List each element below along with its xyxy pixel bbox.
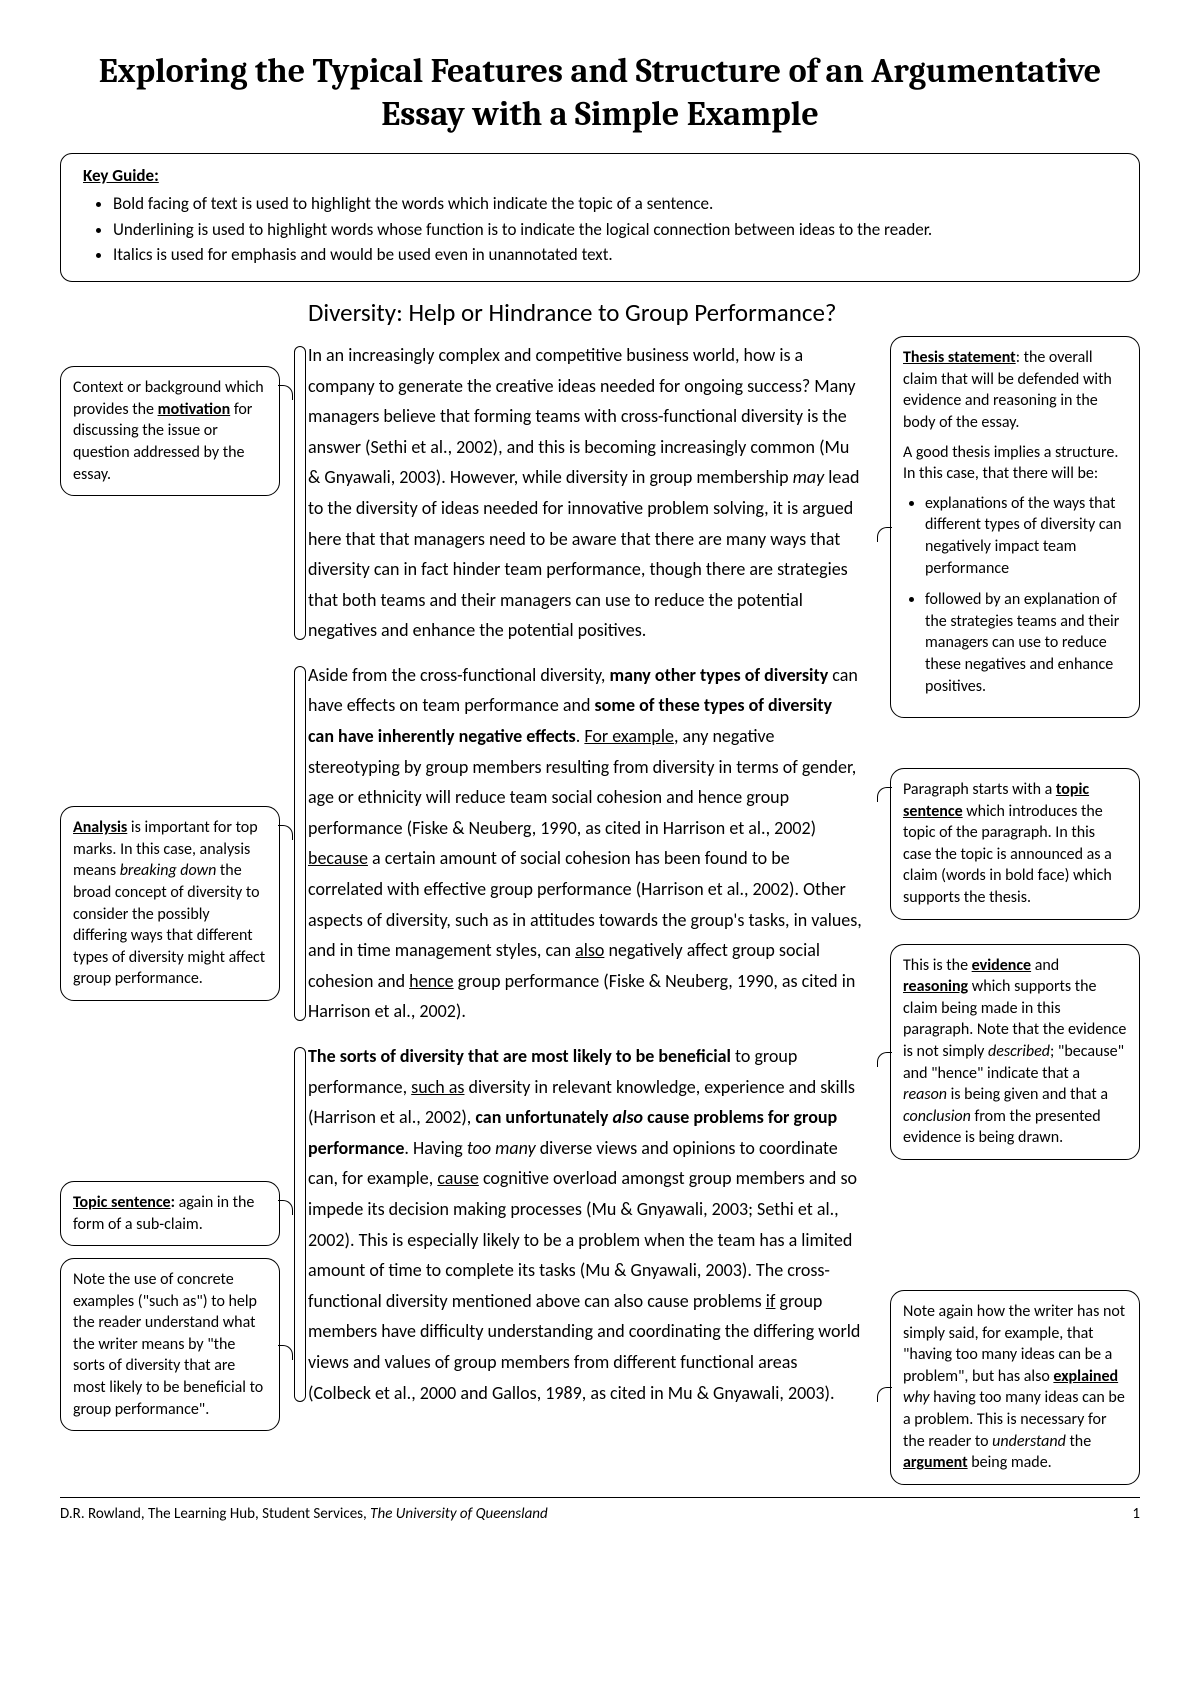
callout-thesis: Thesis statement: the overall claim that… [890,336,1140,718]
essay-paragraph-1: In an increasingly complex and competiti… [308,340,862,646]
key-guide-item: Italics is used for emphasis and would b… [113,243,1117,267]
callout-analysis: Analysis is important for top marks. In … [60,806,280,1001]
callout-thesis-structure: A good thesis implies a structure. In th… [903,442,1127,485]
essay-paragraph-3: The sorts of diversity that are most lik… [308,1041,862,1408]
key-guide-item: Bold facing of text is used to highlight… [113,192,1117,216]
spacer [890,920,1140,944]
key-guide-list: Bold facing of text is used to highlight… [83,192,1117,267]
callout-thesis-bullet: explanations of the ways that different … [925,493,1127,579]
spacer [60,296,280,366]
callout-topic-sentence-right: Paragraph starts with a topic sentence w… [890,768,1140,920]
page-title: Exploring the Typical Features and Struc… [60,50,1140,135]
footer-page-number: 1 [1132,1504,1140,1525]
spacer [60,1246,280,1258]
essay-paragraph-2: Aside from the cross-functional diversit… [308,660,862,1027]
callout-topic-sentence-a: Topic sentence: again in the form of a s… [60,1181,280,1246]
spacer [60,496,280,806]
key-guide-item: Underlining is used to highlight words w… [113,218,1117,242]
spacer [60,1001,280,1181]
callout-topic-sentence-b: Note the use of concrete examples ("such… [60,1258,280,1431]
callout-thesis-intro: Thesis statement: the overall claim that… [903,348,1112,432]
essay-body: Diversity: Help or Hindrance to Group Pe… [308,296,862,1422]
footer-attribution: D.R. Rowland, The Learning Hub, Student … [60,1504,548,1525]
spacer [890,1160,1140,1290]
main-three-column: Context or background which provides the… [60,296,1140,1485]
left-column: Context or background which provides the… [60,296,280,1431]
spacer [890,296,1140,336]
callout-evidence: This is the evidence and reasoning which… [890,944,1140,1160]
page-footer: D.R. Rowland, The Learning Hub, Student … [60,1497,1140,1525]
spacer [890,718,1140,768]
right-column: Thesis statement: the overall claim that… [890,296,1140,1485]
callout-thesis-bullet: followed by an explanation of the strate… [925,589,1127,697]
key-guide-title: Key Guide: [83,165,159,186]
essay-title: Diversity: Help or Hindrance to Group Pe… [308,296,862,330]
callout-explained: Note again how the writer has not simply… [890,1290,1140,1485]
callout-thesis-bullets: explanations of the ways that different … [903,493,1127,697]
key-guide-box: Key Guide: Bold facing of text is used t… [60,153,1140,282]
callout-context: Context or background which provides the… [60,366,280,496]
